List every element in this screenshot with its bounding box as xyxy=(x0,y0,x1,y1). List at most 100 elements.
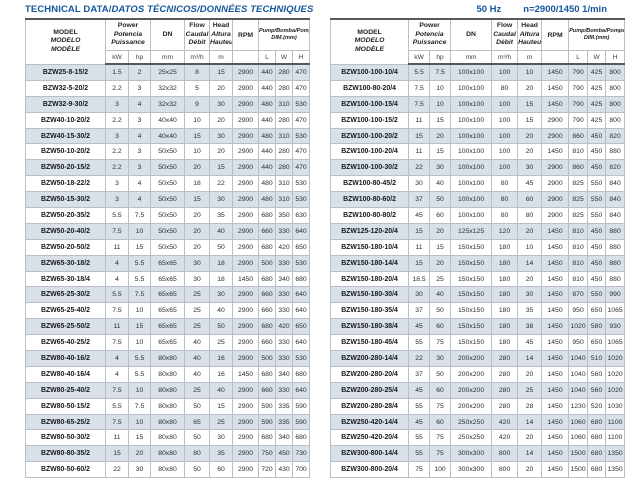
value-cell: 150x150 xyxy=(450,334,493,352)
value-cell: 20 xyxy=(517,365,543,383)
head-header-line: Head xyxy=(521,22,538,30)
value-cell: 2900 xyxy=(232,143,260,161)
head-header-line: Hauteur xyxy=(210,39,232,47)
unit-rpm-empty xyxy=(541,50,570,65)
value-cell: 650 xyxy=(587,302,607,320)
value-cell: 20 xyxy=(209,111,234,129)
model-header-line: MODEL xyxy=(357,28,382,36)
value-cell: 2900 xyxy=(232,381,260,399)
value-cell: 880 xyxy=(605,254,626,272)
value-cell: 18 xyxy=(184,175,211,193)
unit-flow: m³/h xyxy=(491,50,519,65)
unit-dim-w: W xyxy=(275,50,294,65)
value-cell: 180 xyxy=(491,270,519,288)
model-cell: BZW50-20-15/2 xyxy=(25,159,106,177)
value-cell: 2900 xyxy=(232,175,260,193)
value-cell: 15 xyxy=(408,127,431,145)
value-cell: 65 xyxy=(184,413,211,431)
value-cell: 425 xyxy=(587,79,607,97)
value-cell: 420 xyxy=(275,238,294,256)
value-cell: 640 xyxy=(292,334,311,352)
table-row: BZW300-800-14/4 55 75 300x300 800 14 1450 1500 6… xyxy=(330,445,626,463)
value-cell: 100x100 xyxy=(450,207,493,224)
value-cell: 430 xyxy=(275,461,294,479)
value-cell: 30 xyxy=(429,159,452,177)
unit-head: m xyxy=(209,50,234,65)
model-cell: BZW65-40-25/2 xyxy=(25,334,106,352)
value-cell: 180 xyxy=(491,254,519,272)
value-cell: 22 xyxy=(408,350,431,367)
value-cell: 75 xyxy=(429,445,452,463)
value-cell: 50 xyxy=(209,238,234,256)
value-cell: 45 xyxy=(408,318,431,336)
value-cell: 10 xyxy=(127,302,152,320)
value-cell: 40 xyxy=(184,350,211,367)
value-cell: 310 xyxy=(275,175,294,193)
value-cell: 1060 xyxy=(568,413,589,431)
value-cell: 2900 xyxy=(232,79,260,97)
unit-dim-h: H xyxy=(605,50,626,65)
value-cell: 5.5 xyxy=(127,350,152,367)
value-cell: 45 xyxy=(517,334,543,352)
table-row: BZW150-180-38/4 45 60 150x150 180 38 1450 1020 5… xyxy=(330,318,626,336)
value-cell: 2900 xyxy=(232,350,260,367)
value-cell: 80x80 xyxy=(150,461,186,479)
value-cell: 180 xyxy=(491,286,519,304)
value-cell: 880 xyxy=(605,270,626,288)
value-cell: 40 xyxy=(184,334,211,352)
value-cell: 580 xyxy=(587,318,607,336)
table-row: BZW80-25-40/2 7.5 10 80x80 25 40 2900 660 330 640 xyxy=(25,381,311,399)
value-cell: 280 xyxy=(275,159,294,177)
value-cell: 2900 xyxy=(541,111,570,129)
value-cell: 20 xyxy=(209,79,234,97)
value-cell: 810 xyxy=(568,222,589,240)
dim-header-line: Pump/Bomba/Pompe xyxy=(259,27,309,34)
value-cell: 80 xyxy=(491,191,519,209)
value-cell: 7.5 xyxy=(127,286,152,304)
value-cell: 860 xyxy=(568,127,589,145)
value-cell: 20 xyxy=(429,222,452,240)
value-cell: 45 xyxy=(408,381,431,399)
value-cell: 25 xyxy=(209,413,234,431)
model-cell: BZW65-25-40/2 xyxy=(25,302,106,320)
value-cell: 11 xyxy=(408,238,431,256)
model-cell: BZW32-9-30/2 xyxy=(25,95,106,113)
value-cell: 5 xyxy=(184,79,211,97)
value-cell: 18 xyxy=(209,270,234,288)
value-cell: 45 xyxy=(408,413,431,431)
value-cell: 680 xyxy=(587,445,607,463)
value-cell: 530 xyxy=(292,175,311,193)
value-cell: 65x65 xyxy=(150,318,186,336)
table-row: BZW100-100-15/4 7.5 10 100x100 100 15 1450 790 4… xyxy=(330,95,626,113)
model-cell: BZW65-25-30/2 xyxy=(25,286,106,304)
model-cell: BZW50-18-22/2 xyxy=(25,175,106,193)
value-cell: 440 xyxy=(258,111,277,129)
value-cell: 680 xyxy=(258,365,277,383)
value-cell: 11 xyxy=(408,143,431,161)
model-cell: BZW50-20-35/2 xyxy=(25,207,106,224)
value-cell: 3 xyxy=(127,159,152,177)
value-cell: 40x40 xyxy=(150,111,186,129)
value-cell: 1020 xyxy=(605,381,626,399)
value-cell: 2900 xyxy=(232,413,260,431)
table-row: BZW50-20-40/2 7.5 10 50x50 20 40 2900 660 330 640 xyxy=(25,222,311,240)
value-cell: 800 xyxy=(605,79,626,97)
value-cell: 530 xyxy=(292,191,311,209)
value-cell: 7.5 xyxy=(408,95,431,113)
value-cell: 25 xyxy=(209,334,234,352)
model-cell: BZW200-280-20/4 xyxy=(330,365,410,383)
table-row: BZW65-25-30/2 5.5 7.5 65x65 25 30 2900 660 330 64… xyxy=(25,286,311,304)
value-cell: 25 xyxy=(184,302,211,320)
value-cell: 30 xyxy=(517,159,543,177)
value-cell: 425 xyxy=(587,111,607,129)
value-cell: 450 xyxy=(587,254,607,272)
table-row: BZW150-180-20/4 18.5 25 150x150 180 20 1450 810… xyxy=(330,270,626,288)
value-cell: 50 xyxy=(184,461,211,479)
units-row: kW hp mm m³/h m L W H xyxy=(26,50,311,65)
value-cell: 7.5 xyxy=(429,63,452,81)
value-cell: 1450 xyxy=(541,95,570,113)
model-cell: BZW250-420-20/4 xyxy=(330,429,410,447)
value-cell: 420 xyxy=(275,318,294,336)
value-cell: 1230 xyxy=(568,397,589,415)
value-cell: 330 xyxy=(275,334,294,352)
